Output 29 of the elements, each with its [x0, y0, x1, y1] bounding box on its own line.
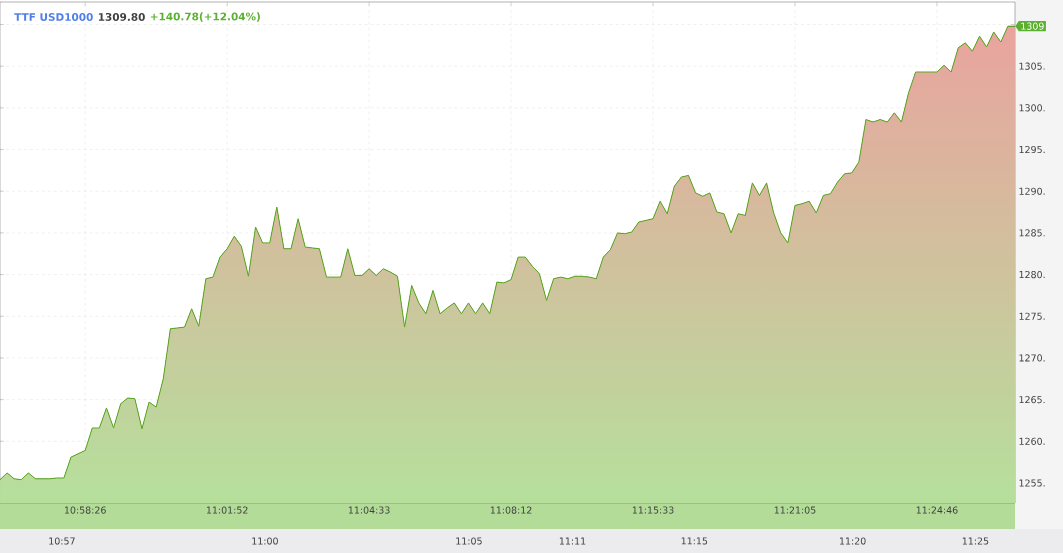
y-tick-label: 1280. [1019, 270, 1045, 279]
y-tick-label: 1285. [1019, 229, 1045, 237]
y-tick-label: 1295. [1019, 145, 1045, 154]
y-tick-label: 1290. [1019, 187, 1045, 195]
text: TTF USD1000 [14, 13, 93, 21]
text: 1309.80 [98, 13, 145, 21]
y-tick-label: 1305. [1019, 62, 1045, 70]
x-tick-label: 11:24:46 [916, 506, 958, 514]
y-tick-label: 1255. [1019, 479, 1045, 487]
x-tick-label: 11:01:52 [206, 506, 248, 514]
text: 10:57 [49, 537, 75, 545]
x-tick-label: 11:08:12 [490, 506, 532, 514]
y-tick-label: 1265. [1019, 396, 1045, 404]
text: 11:20 [840, 537, 866, 545]
x-tick-label: 11:04:33 [348, 506, 390, 514]
y-tick-label: 1275. [1019, 312, 1045, 320]
x-tick-label: 11:15:33 [632, 506, 674, 514]
text: 11:05 [456, 537, 482, 545]
text: 11:11 [559, 537, 586, 545]
text: 11:25 [962, 537, 989, 545]
text: 11:00 [252, 537, 278, 545]
annotation: +140.78(+12.04%) [150, 12, 260, 22]
x-tick-label: 10:58:26 [64, 506, 106, 514]
y-tick-label: 1270. [1019, 354, 1045, 362]
y-tick-label: 1260. [1019, 437, 1045, 445]
x-tick-label: 11:21:05 [774, 506, 816, 514]
y-tick-label: 1300. [1019, 104, 1045, 112]
text: 1309 [1021, 22, 1044, 30]
text: 11:15 [681, 537, 708, 545]
